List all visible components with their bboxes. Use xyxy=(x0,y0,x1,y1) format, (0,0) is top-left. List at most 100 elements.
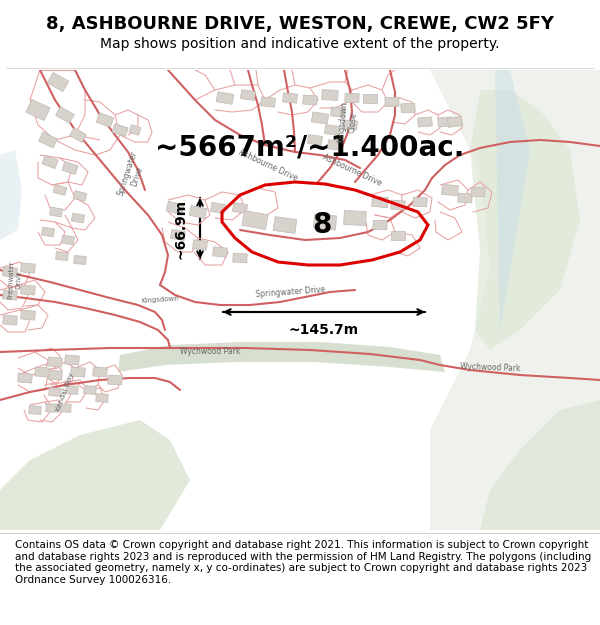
Polygon shape xyxy=(241,89,256,101)
Text: Ashbourne Drive: Ashbourne Drive xyxy=(321,152,383,188)
Polygon shape xyxy=(84,386,96,394)
Polygon shape xyxy=(2,290,17,300)
Polygon shape xyxy=(170,229,185,241)
Polygon shape xyxy=(211,202,226,214)
Polygon shape xyxy=(458,193,472,203)
Polygon shape xyxy=(62,235,74,245)
Text: Contains OS data © Crown copyright and database right 2021. This information is : Contains OS data © Crown copyright and d… xyxy=(15,540,591,585)
Polygon shape xyxy=(193,240,208,250)
Polygon shape xyxy=(112,124,128,136)
Text: Springwater Drive: Springwater Drive xyxy=(255,285,325,299)
Text: Kingsdown: Kingsdown xyxy=(141,296,179,304)
Polygon shape xyxy=(313,214,337,230)
Polygon shape xyxy=(391,231,405,239)
Polygon shape xyxy=(2,315,17,325)
Text: Kingsdown
Close: Kingsdown Close xyxy=(337,101,359,144)
Polygon shape xyxy=(242,211,268,229)
Polygon shape xyxy=(62,161,78,174)
Polygon shape xyxy=(344,211,367,226)
Polygon shape xyxy=(442,184,458,196)
Polygon shape xyxy=(233,253,247,263)
Polygon shape xyxy=(166,201,184,215)
Polygon shape xyxy=(401,103,415,113)
Polygon shape xyxy=(49,207,62,217)
Polygon shape xyxy=(0,150,22,240)
Polygon shape xyxy=(66,386,78,394)
Text: ~145.7m: ~145.7m xyxy=(289,323,359,337)
Polygon shape xyxy=(371,196,388,208)
Text: 8, ASHBOURNE DRIVE, WESTON, CREWE, CW2 5FY: 8, ASHBOURNE DRIVE, WESTON, CREWE, CW2 5… xyxy=(46,15,554,33)
Polygon shape xyxy=(391,200,405,210)
Polygon shape xyxy=(189,206,207,219)
Polygon shape xyxy=(38,132,58,148)
Polygon shape xyxy=(17,373,32,383)
Polygon shape xyxy=(385,98,399,107)
Polygon shape xyxy=(26,99,50,121)
Polygon shape xyxy=(41,228,55,237)
Polygon shape xyxy=(56,107,74,123)
Polygon shape xyxy=(471,188,485,197)
Polygon shape xyxy=(345,93,359,103)
Polygon shape xyxy=(53,184,67,196)
Polygon shape xyxy=(430,70,600,530)
Text: 8: 8 xyxy=(313,211,332,239)
Polygon shape xyxy=(325,124,340,136)
Polygon shape xyxy=(343,120,358,130)
Polygon shape xyxy=(47,357,62,367)
Text: ~5667m²/~1.400ac.: ~5667m²/~1.400ac. xyxy=(155,134,464,162)
Polygon shape xyxy=(283,93,298,103)
Polygon shape xyxy=(71,213,85,223)
Text: Freshwater
Drive: Freshwater Drive xyxy=(8,261,22,299)
Polygon shape xyxy=(20,263,35,273)
Polygon shape xyxy=(49,388,61,396)
Polygon shape xyxy=(42,156,58,169)
Polygon shape xyxy=(59,404,71,412)
Polygon shape xyxy=(373,220,387,230)
Polygon shape xyxy=(490,70,530,330)
Polygon shape xyxy=(232,202,248,213)
Polygon shape xyxy=(96,112,114,128)
Polygon shape xyxy=(311,112,329,124)
Polygon shape xyxy=(216,92,234,104)
Polygon shape xyxy=(0,420,190,530)
Text: Ashbourne Drive: Ashbourne Drive xyxy=(237,148,299,182)
Polygon shape xyxy=(65,355,79,365)
Polygon shape xyxy=(212,247,227,257)
Polygon shape xyxy=(480,400,600,530)
Polygon shape xyxy=(303,95,317,105)
Polygon shape xyxy=(129,124,141,136)
Polygon shape xyxy=(437,117,452,127)
Polygon shape xyxy=(328,140,343,150)
Polygon shape xyxy=(47,72,69,92)
Polygon shape xyxy=(56,251,68,261)
Polygon shape xyxy=(96,394,108,402)
Polygon shape xyxy=(2,267,17,277)
Polygon shape xyxy=(35,367,49,377)
Text: Wychwood Park: Wychwood Park xyxy=(180,348,240,356)
Polygon shape xyxy=(413,197,427,207)
Polygon shape xyxy=(108,375,122,385)
Polygon shape xyxy=(20,310,35,320)
Polygon shape xyxy=(418,117,433,127)
Polygon shape xyxy=(307,134,323,146)
Text: Kendal Way: Kendal Way xyxy=(55,372,75,412)
Polygon shape xyxy=(273,216,297,234)
Polygon shape xyxy=(448,117,463,128)
Polygon shape xyxy=(93,367,107,377)
Polygon shape xyxy=(260,97,275,108)
Polygon shape xyxy=(331,107,346,117)
Polygon shape xyxy=(470,90,580,350)
Polygon shape xyxy=(118,342,445,372)
Polygon shape xyxy=(20,285,35,295)
Polygon shape xyxy=(73,191,87,201)
Text: Wychwood Park: Wychwood Park xyxy=(460,362,520,374)
Polygon shape xyxy=(363,94,377,102)
Polygon shape xyxy=(322,89,338,101)
Text: ~66.9m: ~66.9m xyxy=(173,199,187,259)
Polygon shape xyxy=(70,127,86,142)
Polygon shape xyxy=(71,367,85,377)
Polygon shape xyxy=(47,370,62,380)
Polygon shape xyxy=(74,256,86,264)
Text: Springwater
Drive: Springwater Drive xyxy=(116,150,148,200)
Text: Map shows position and indicative extent of the property.: Map shows position and indicative extent… xyxy=(100,37,500,51)
